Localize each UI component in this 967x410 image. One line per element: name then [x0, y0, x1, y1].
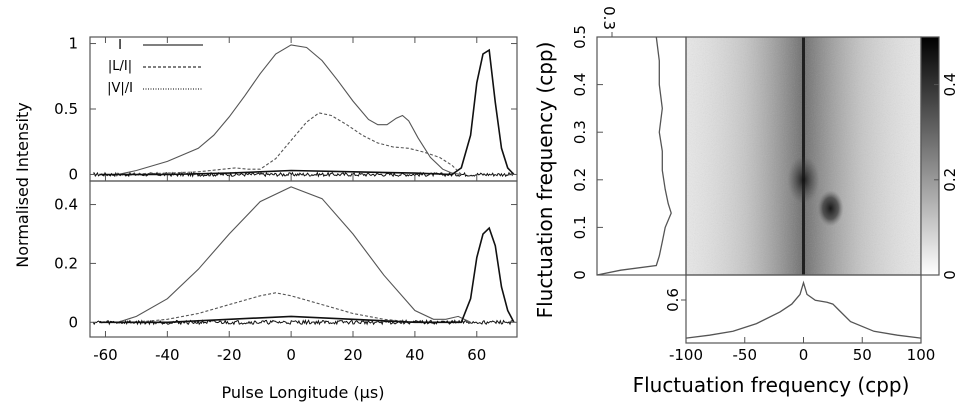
side-bottom-left-tick: 0.6: [664, 288, 682, 312]
y-tick-label: 0.4: [54, 196, 78, 214]
colorbar-tick-label: 0: [941, 270, 959, 280]
x-tick-label: 20: [343, 346, 362, 364]
x-tick-label: -20: [217, 346, 242, 364]
series-line-2: [99, 48, 515, 176]
spectrum-y-tick-label: 0.2: [571, 168, 589, 192]
y-tick-label: 0: [68, 313, 78, 331]
y-axis-label: Normalised Intensity: [13, 102, 32, 267]
y-tick-label: 0.5: [54, 100, 78, 118]
x-tick-label: -60: [93, 346, 118, 364]
legend: I |L/I| |V|/I: [107, 38, 203, 96]
x-tick-label: -40: [155, 346, 180, 364]
spectrum-x-tick-label: -50: [733, 346, 758, 364]
series-line-0: [117, 44, 462, 176]
x-axis-label: Pulse Longitude (µs): [222, 383, 385, 402]
y-tick-label: 0: [68, 165, 78, 183]
spectrum-y-tick-label: 0: [571, 270, 589, 280]
spectrum-feature-0: [787, 155, 820, 204]
colorbar: [921, 37, 939, 275]
side-left-line: [596, 36, 672, 276]
side-left-frame: [596, 36, 687, 276]
x-tick-label: 0: [286, 346, 296, 364]
colorbar-tick-label: 0.2: [941, 168, 959, 192]
colorbar-tick-label: 0.4: [941, 73, 959, 97]
colorbar-frame: [920, 36, 940, 276]
spectrum-y-ticks: 0 0.1 0.2 0.3 0.4 0.5: [571, 25, 603, 280]
spectrum-x-tick-label: 0: [799, 346, 809, 364]
colorbar-ticks: 0 0.2 0.4: [934, 73, 959, 280]
spectrum-panel: 0 0.2 0.4: [685, 36, 959, 280]
y-tick-label: 0.2: [54, 254, 78, 272]
series-line-1: [136, 292, 415, 323]
y-tick-label: 1: [68, 35, 78, 53]
side-spectrum-left: 0 0.1 0.2 0.3 0.4 0.5 0.3: [571, 6, 687, 280]
spectrum-feature-1: [817, 190, 844, 227]
top-panel: 00.51 I |L/I| |V|/I: [54, 35, 518, 183]
spectrum-y-tick-label: 0.3: [571, 120, 589, 144]
side-left-top-tick: 0.3: [600, 6, 618, 30]
bottom-series: [99, 186, 515, 324]
spectrum-x-label: Fluctuation frequency (cpp): [633, 373, 910, 397]
side-bottom-line: [685, 280, 922, 339]
top-series: [99, 44, 515, 176]
bottom-panel: 0 0.2 0.4 -60 -40 -20 0 20 40 60: [54, 37, 518, 364]
series-line-2: [99, 226, 515, 324]
series-line-0: [117, 186, 471, 323]
legend-label-i: I: [118, 38, 122, 53]
spectrum-x-tick-label: 100: [907, 346, 936, 364]
noise-trace: [92, 318, 514, 326]
spectrum-y-tick-label: 0.1: [571, 215, 589, 239]
bottom-noise-band: [92, 318, 514, 326]
spectrum-x-tick-label: -100: [669, 346, 703, 364]
x-tick-label: 60: [467, 346, 486, 364]
spectrum-x-tick-label: 50: [853, 346, 872, 364]
x-tick-label: 40: [405, 346, 424, 364]
spectrum-features: [787, 37, 844, 275]
spectrum-y-tick-label: 0.4: [571, 73, 589, 97]
bottom-y-ticks: 0 0.2 0.4: [54, 196, 517, 331]
legend-label-v: |V|/I: [107, 81, 133, 96]
spectrum-y-tick-label: 0.5: [571, 25, 589, 49]
legend-label-l: |L/I|: [108, 59, 132, 74]
x-ticks: -60 -40 -20 0 20 40 60: [93, 37, 486, 364]
top-panel-frame: [89, 36, 518, 182]
bottom-panel-frame: [89, 180, 518, 338]
side-spectrum-bottom: 0.6 -100 -50 0 50 100: [664, 274, 935, 364]
spectrum-x-ticks: -100 -50 0 50 100: [669, 337, 935, 364]
spectrum-y-label: Fluctuation frequency (cpp): [533, 42, 557, 319]
top-y-ticks: 00.51: [54, 35, 517, 183]
